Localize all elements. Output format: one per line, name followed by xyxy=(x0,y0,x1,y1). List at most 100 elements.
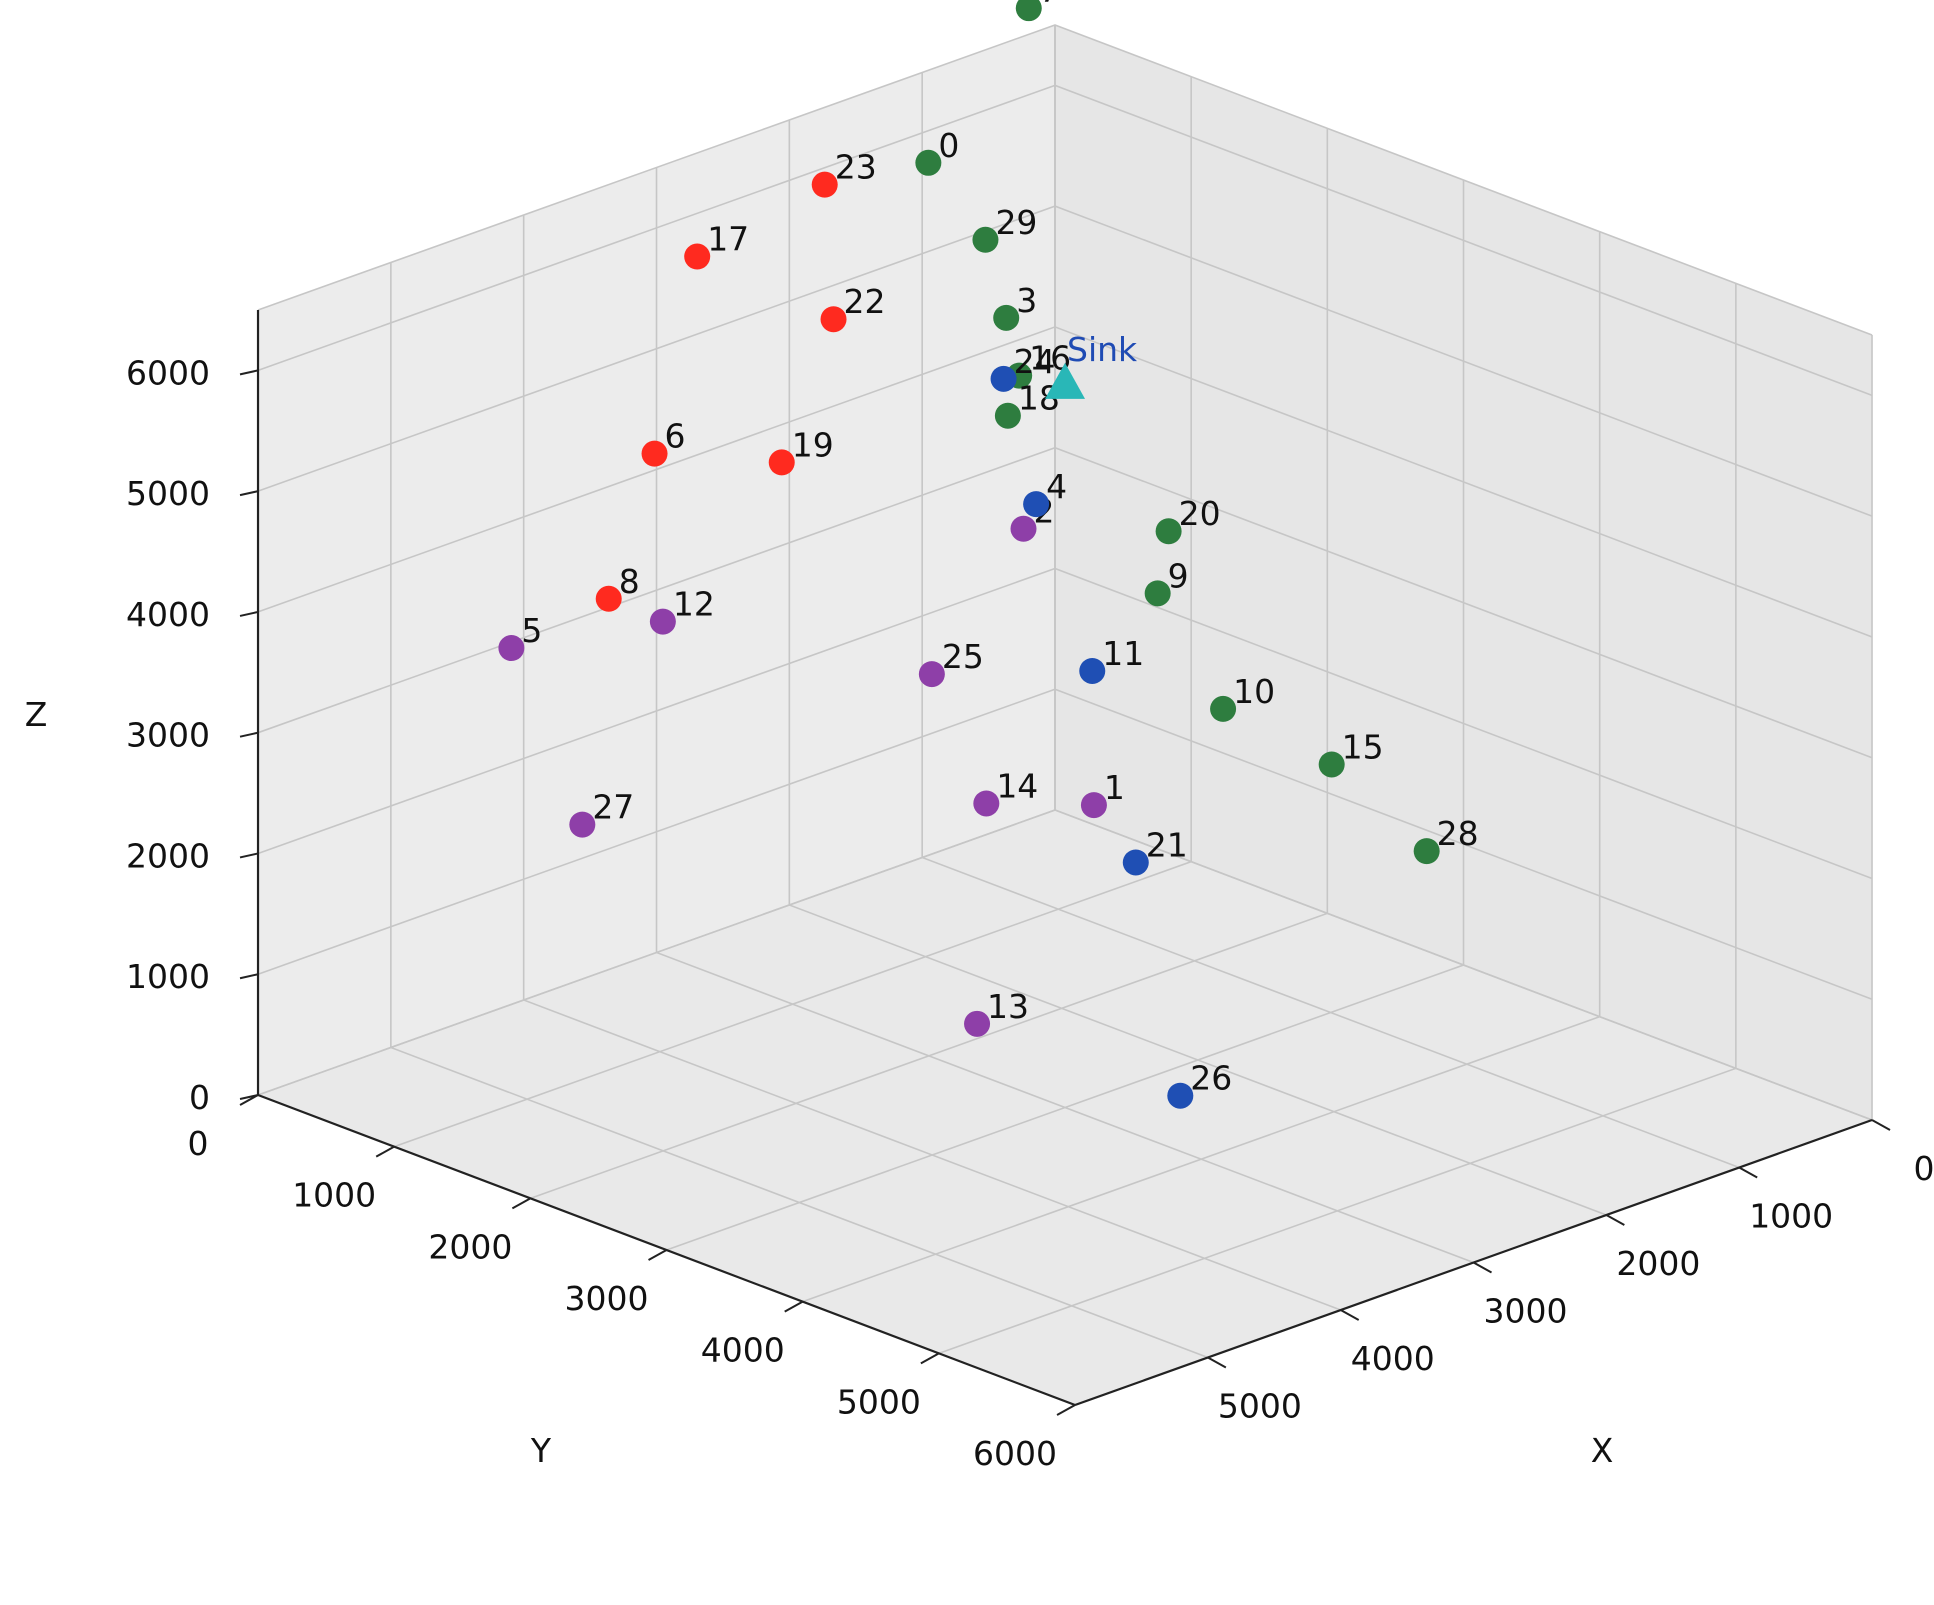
data-label-19: 19 xyxy=(792,425,834,464)
sink-marker xyxy=(1045,362,1086,399)
data-point-24 xyxy=(990,365,1017,392)
data-label-26: 26 xyxy=(1190,1059,1232,1098)
x-tick-mark xyxy=(1207,1356,1227,1369)
data-label-27: 27 xyxy=(592,788,634,827)
y-tick-label: 6000 xyxy=(973,1434,1057,1473)
y-tick-label: 5000 xyxy=(837,1382,921,1421)
y-tick-mark xyxy=(1056,1404,1076,1416)
data-point-10 xyxy=(1210,695,1237,722)
data-point-26 xyxy=(1167,1082,1194,1109)
x-tick-label: 0 xyxy=(1914,1149,1934,1188)
data-point-3 xyxy=(993,304,1020,331)
z-tick-label: 3000 xyxy=(126,716,210,755)
y-tick-mark xyxy=(784,1300,804,1313)
data-point-7 xyxy=(1015,0,1042,22)
data-point-17 xyxy=(684,243,711,270)
data-label-23: 23 xyxy=(835,148,877,187)
data-point-22 xyxy=(820,306,847,333)
data-label-4: 4 xyxy=(1046,467,1067,506)
sink-marker-group: Sink xyxy=(1045,330,1138,399)
data-point-27 xyxy=(569,811,596,838)
z-axis-title: Z xyxy=(25,695,48,734)
data-label-10: 10 xyxy=(1233,672,1275,711)
x-tick-mark xyxy=(1473,1261,1493,1274)
data-label-1: 1 xyxy=(1104,768,1125,807)
x-tick-label: 1000 xyxy=(1749,1197,1833,1236)
z-tick-label: 0 xyxy=(189,1078,210,1117)
z-tick-mark xyxy=(239,973,259,980)
data-label-25: 25 xyxy=(942,637,984,676)
tick-marks-and-labels: 0100020003000400050000100020003000400050… xyxy=(126,353,1934,1473)
data-point-0 xyxy=(915,149,942,176)
z-tick-label: 6000 xyxy=(126,353,210,392)
data-point-23 xyxy=(811,171,838,198)
data-label-21: 21 xyxy=(1146,825,1188,864)
axes-panes xyxy=(258,24,1873,1406)
y-tick-label: 1000 xyxy=(292,1176,376,1215)
data-point-13 xyxy=(964,1010,991,1037)
z-tick-mark xyxy=(239,731,259,738)
data-label-15: 15 xyxy=(1342,727,1384,766)
sink-label: Sink xyxy=(1067,330,1138,369)
z-tick-label: 2000 xyxy=(126,836,210,875)
y-tick-mark xyxy=(511,1197,531,1210)
data-point-19 xyxy=(768,449,795,476)
x-tick-label: 3000 xyxy=(1484,1292,1568,1331)
y-tick-label: 4000 xyxy=(701,1331,785,1370)
z-tick-label: 1000 xyxy=(126,957,210,996)
data-point-20 xyxy=(1155,518,1182,545)
y-tick-label: 0 xyxy=(188,1124,209,1163)
data-point-21 xyxy=(1122,849,1149,876)
data-point-29 xyxy=(972,226,999,253)
data-point-28 xyxy=(1413,838,1440,865)
y-tick-mark xyxy=(375,1145,395,1158)
data-point-25 xyxy=(918,661,945,688)
data-label-28: 28 xyxy=(1437,814,1479,853)
data-label-6: 6 xyxy=(665,417,686,456)
data-label-8: 8 xyxy=(619,562,640,601)
y-tick-label: 3000 xyxy=(565,1279,649,1318)
data-point-5 xyxy=(498,635,525,662)
data-label-5: 5 xyxy=(521,611,542,650)
data-label-22: 22 xyxy=(844,282,886,321)
y-tick-mark xyxy=(648,1249,668,1261)
axis-titles: X Y Z xyxy=(25,695,1614,1470)
data-label-11: 11 xyxy=(1102,634,1144,673)
data-point-12 xyxy=(649,608,676,635)
x-tick-mark xyxy=(1340,1309,1360,1321)
data-label-7: 7 xyxy=(1039,0,1060,10)
y-axis-title: Y xyxy=(530,1431,552,1470)
data-label-0: 0 xyxy=(938,126,959,165)
data-point-15 xyxy=(1318,751,1345,778)
data-point-8 xyxy=(595,585,622,612)
z-tick-mark xyxy=(239,490,259,497)
data-point-9 xyxy=(1144,580,1171,607)
x-tick-mark xyxy=(1871,1119,1891,1131)
z-tick-label: 4000 xyxy=(126,595,210,634)
gridlines xyxy=(257,24,1873,1406)
data-point-11 xyxy=(1079,657,1106,684)
x-tick-label: 4000 xyxy=(1351,1339,1435,1378)
data-label-12: 12 xyxy=(673,585,715,624)
data-point-2 xyxy=(1010,515,1037,542)
data-label-13: 13 xyxy=(987,987,1029,1026)
data-point-4 xyxy=(1023,491,1050,518)
x-tick-mark xyxy=(1605,1214,1625,1226)
y-tick-label: 2000 xyxy=(428,1227,512,1266)
z-tick-label: 5000 xyxy=(126,474,210,513)
z-tick-mark xyxy=(239,369,259,376)
y-tick-mark xyxy=(920,1352,940,1365)
data-label-20: 20 xyxy=(1179,494,1221,533)
data-point-18 xyxy=(994,402,1021,429)
data-label-9: 9 xyxy=(1168,556,1189,595)
data-label-29: 29 xyxy=(995,203,1037,242)
z-tick-mark xyxy=(239,1094,259,1100)
data-label-24: 24 xyxy=(1014,342,1056,381)
data-point-14 xyxy=(973,790,1000,817)
x-tick-label: 5000 xyxy=(1218,1387,1302,1426)
z-tick-mark xyxy=(239,852,259,859)
data-label-17: 17 xyxy=(707,220,749,259)
data-points: 0123456789101112131415161718192021222324… xyxy=(498,0,1479,1109)
z-tick-mark xyxy=(239,610,259,617)
